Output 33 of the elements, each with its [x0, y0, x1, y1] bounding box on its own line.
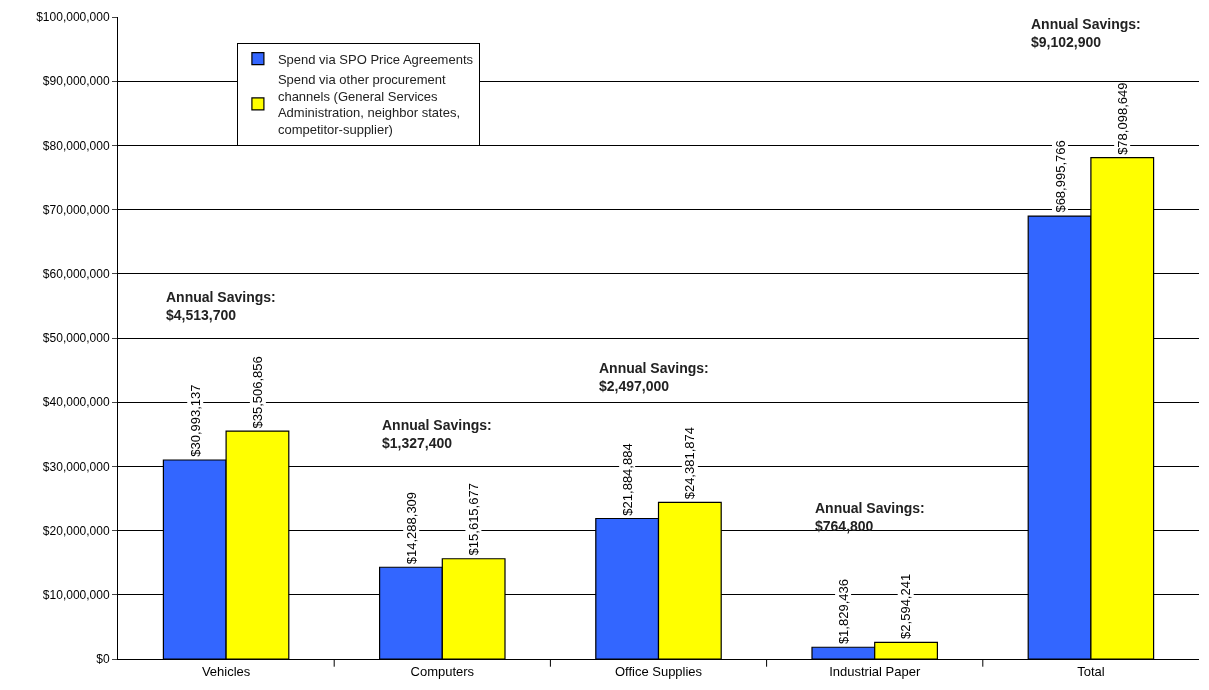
y-tick-label: $60,000,000 [42, 267, 110, 281]
annotation: Annual Savings: $9,102,900 [1031, 16, 1141, 51]
y-tick-label: $50,000,000 [42, 331, 110, 346]
annotation: Annual Savings: $764,800 [815, 500, 925, 535]
legend-label: Spend via SPO Price Agreements [277, 51, 474, 67]
annotation: Annual Savings: $2,497,000 [599, 360, 709, 395]
data-label: $30,993,137 [187, 384, 203, 457]
data-label: $14,288,309 [403, 491, 419, 565]
data-label: $78,098,649 [1114, 82, 1130, 155]
annotation: Annual Savings: $1,327,400 [382, 417, 492, 452]
annotation: Annual Savings: $4,513,700 [166, 289, 276, 324]
y-tick-label: $40,000,000 [42, 395, 110, 410]
data-label: $2,594,241 [898, 573, 914, 639]
y-tick-label: $30,000,000 [42, 459, 110, 474]
data-label: $1,829,436 [835, 579, 851, 645]
y-tick-label: $0 [96, 652, 110, 667]
y-tick-label: $100,000,000 [36, 10, 110, 25]
y-tick-label: $10,000,000 [42, 588, 110, 602]
x-tick-label: Office Supplies [614, 663, 703, 679]
legend-label: Spend via other procurement channels (General Services Administration, neighbor states, competitor-supplier) [277, 71, 461, 138]
y-tick-label: $20,000,000 [42, 523, 110, 538]
y-tick-label: $70,000,000 [42, 202, 110, 217]
x-tick-label: Industrial Paper [829, 663, 921, 679]
x-tick-label: Computers [410, 663, 475, 679]
y-tick-label: $80,000,000 [42, 138, 110, 153]
x-tick-label: Vehicles [201, 663, 251, 679]
data-label: $15,615,677 [465, 483, 481, 556]
x-tick-label: Total [1077, 663, 1105, 679]
data-label: $68,995,766 [1052, 140, 1068, 213]
data-label: $35,506,856 [250, 356, 266, 429]
data-label: $21,884,884 [619, 443, 635, 516]
data-label: $24,381,874 [682, 427, 698, 500]
y-tick-label: $90,000,000 [42, 74, 110, 89]
